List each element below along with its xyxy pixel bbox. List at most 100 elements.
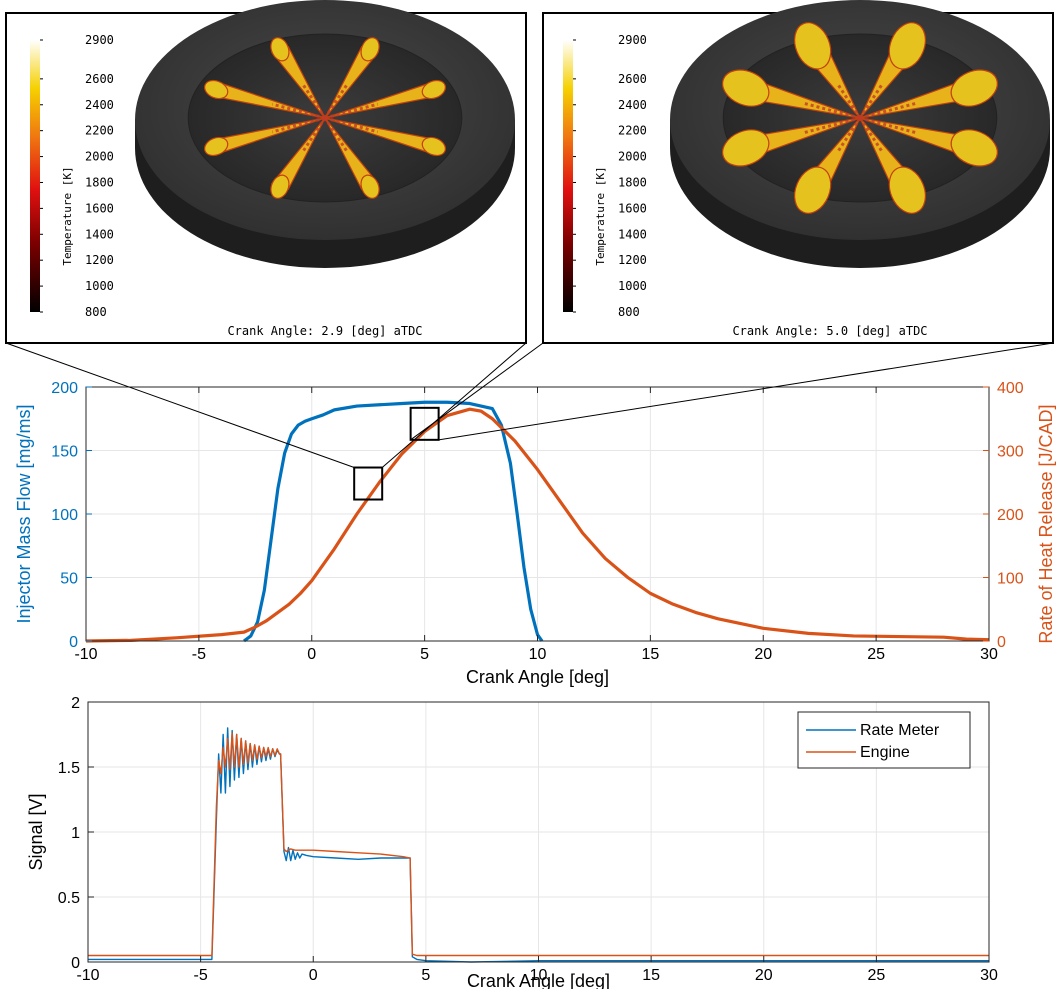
plume-core xyxy=(835,117,862,154)
plume-tip xyxy=(270,174,290,199)
y-tick-label: 1 xyxy=(71,825,80,842)
plume-tip xyxy=(722,69,770,107)
colorbar-tick-label: 1200 xyxy=(85,253,114,267)
y-axis-label-left: Injector Mass Flow [mg/ms] xyxy=(14,404,34,623)
x-tick-label: 10 xyxy=(529,646,547,663)
engine-line xyxy=(88,732,989,957)
colorbar-tick-label: 2600 xyxy=(85,72,114,86)
injector-mass-flow-line xyxy=(243,400,544,643)
y-tick-label-right: 200 xyxy=(997,507,1024,524)
connector-line xyxy=(410,342,544,441)
y-tick-label-left: 100 xyxy=(51,507,78,524)
x-tick-label: -5 xyxy=(194,967,208,984)
colorbar-gradient xyxy=(563,40,573,312)
x-tick-label: 25 xyxy=(867,646,885,663)
colorbar-tick-label: 1600 xyxy=(85,201,114,215)
x-tick-label: 25 xyxy=(867,967,885,984)
colorbar-tick-label: 1400 xyxy=(85,227,114,241)
y-tick-label: 1.5 xyxy=(58,760,80,777)
legend-box xyxy=(797,711,971,769)
plume-tip xyxy=(722,129,770,167)
x-tick-label: 5 xyxy=(420,646,429,663)
colorbar-tick-label: 2600 xyxy=(618,72,647,86)
plume-core xyxy=(323,83,349,119)
temperature-colorbar: 2900 2600 2400 2200 2000 1800 1600 1400 1200 1000… xyxy=(30,33,114,319)
y-axis-label-right: Rate of Heat Release [J/CAD] xyxy=(1036,404,1056,643)
colorbar-tick-label: 800 xyxy=(618,305,640,319)
colorbar-tick-label: 2000 xyxy=(85,150,114,164)
snapshot-caption: Crank Angle: 2.9 [deg] aTDC xyxy=(227,324,422,338)
connector-line xyxy=(381,342,527,468)
connector-line xyxy=(5,342,355,468)
snapshot-caption: Crank Angle: 5.0 [deg] aTDC xyxy=(732,324,927,338)
snapshot-panel-right: 2900 2600 2400 2200 2000 1800 1600 1400 1200 1000… xyxy=(542,0,1054,344)
x-axis-label: Crank Angle [deg] xyxy=(466,667,609,687)
y-tick-label-right: 400 xyxy=(997,380,1024,397)
heat-release-line xyxy=(85,407,990,643)
x-tick-label: -5 xyxy=(192,646,206,663)
x-tick-label: 20 xyxy=(755,967,773,984)
plume-core xyxy=(835,82,862,119)
connector-line xyxy=(438,342,1054,441)
x-tick-label: 5 xyxy=(421,967,430,984)
x-tick-label: 0 xyxy=(307,646,316,663)
legend-label: Engine xyxy=(860,744,910,761)
colorbar-gradient xyxy=(30,40,40,312)
x-axis-label: Crank Angle [deg] xyxy=(467,971,610,989)
y-tick-label-right: 100 xyxy=(997,571,1024,588)
tick-labels: -10 -5 0 5 10 15 20 25 30 0 0.5 1 1.5 2 xyxy=(58,695,998,984)
temperature-colorbar: 2900 2600 2400 2200 2000 1800 1600 1400 1200 1000… xyxy=(563,33,647,319)
plume-tip xyxy=(950,69,998,107)
injection-heat-release-chart: -10 -5 0 5 10 15 20 25 3005010015020001002003004… xyxy=(14,380,1056,687)
x-tick-label: -10 xyxy=(76,967,99,984)
y-tick-label: 2 xyxy=(71,695,80,712)
connector-lines xyxy=(5,342,1054,468)
colorbar-title: Temperature [K] xyxy=(61,166,74,265)
x-tick-label: 30 xyxy=(980,967,998,984)
snapshot-panel-left: 2900 2600 2400 2200 2000 1800 1600 1400 1200 1000… xyxy=(5,0,527,344)
plume-tip xyxy=(421,136,446,157)
signal-chart: -10 -5 0 5 10 15 20 25 30 0 0.5 1 1.5 2 Crank Angle [… xyxy=(26,695,998,989)
colorbar-tick-label: 2000 xyxy=(618,150,647,164)
colorbar-tick-label: 1000 xyxy=(85,279,114,293)
plume-tip xyxy=(421,79,446,100)
y-tick-label: 0 xyxy=(71,955,80,972)
colorbar-tick-label: 1400 xyxy=(618,227,647,241)
combustion-chamber-render xyxy=(135,0,515,268)
snapshot-marker-box xyxy=(353,466,384,501)
plume-tip xyxy=(888,22,926,70)
plume-core xyxy=(858,117,885,154)
plume-tip xyxy=(204,136,229,157)
x-tick-label: 10 xyxy=(530,967,548,984)
plume-tip xyxy=(360,37,380,62)
tick-labels: -10 -5 0 5 10 15 20 25 3005010015020001002003004… xyxy=(51,380,1024,663)
x-tick-label: -10 xyxy=(74,646,97,663)
y-tick-label-left: 0 xyxy=(69,634,78,651)
plume-core xyxy=(858,82,885,119)
colorbar-tick-label: 2200 xyxy=(618,124,647,138)
y-tick-label-left: 200 xyxy=(51,380,78,397)
plume-core xyxy=(301,83,327,119)
y-tick-label-left: 50 xyxy=(60,571,78,588)
grid xyxy=(85,386,990,642)
plume-tip xyxy=(204,79,229,100)
colorbar-tick-label: 1200 xyxy=(618,253,647,267)
y-axis-label: Signal [V] xyxy=(26,793,46,870)
colorbar-tick-label: 1800 xyxy=(85,175,114,189)
colorbar-tick-label: 2400 xyxy=(618,98,647,112)
x-tick-label: 15 xyxy=(641,646,659,663)
plume-tip xyxy=(794,22,832,70)
colorbar-tick-label: 2900 xyxy=(85,33,114,47)
plume-core xyxy=(323,117,349,153)
x-tick-label: 15 xyxy=(642,967,660,984)
plume-tip xyxy=(794,166,832,214)
colorbar-tick-label: 2900 xyxy=(618,33,647,47)
snapshot-markers xyxy=(353,406,440,501)
plume-tip xyxy=(270,37,290,62)
y-tick-label-right: 300 xyxy=(997,444,1024,461)
colorbar-tick-label: 1600 xyxy=(618,201,647,215)
colorbar-tick-label: 2400 xyxy=(85,98,114,112)
x-tick-label: 0 xyxy=(309,967,318,984)
x-tick-label: 20 xyxy=(754,646,772,663)
